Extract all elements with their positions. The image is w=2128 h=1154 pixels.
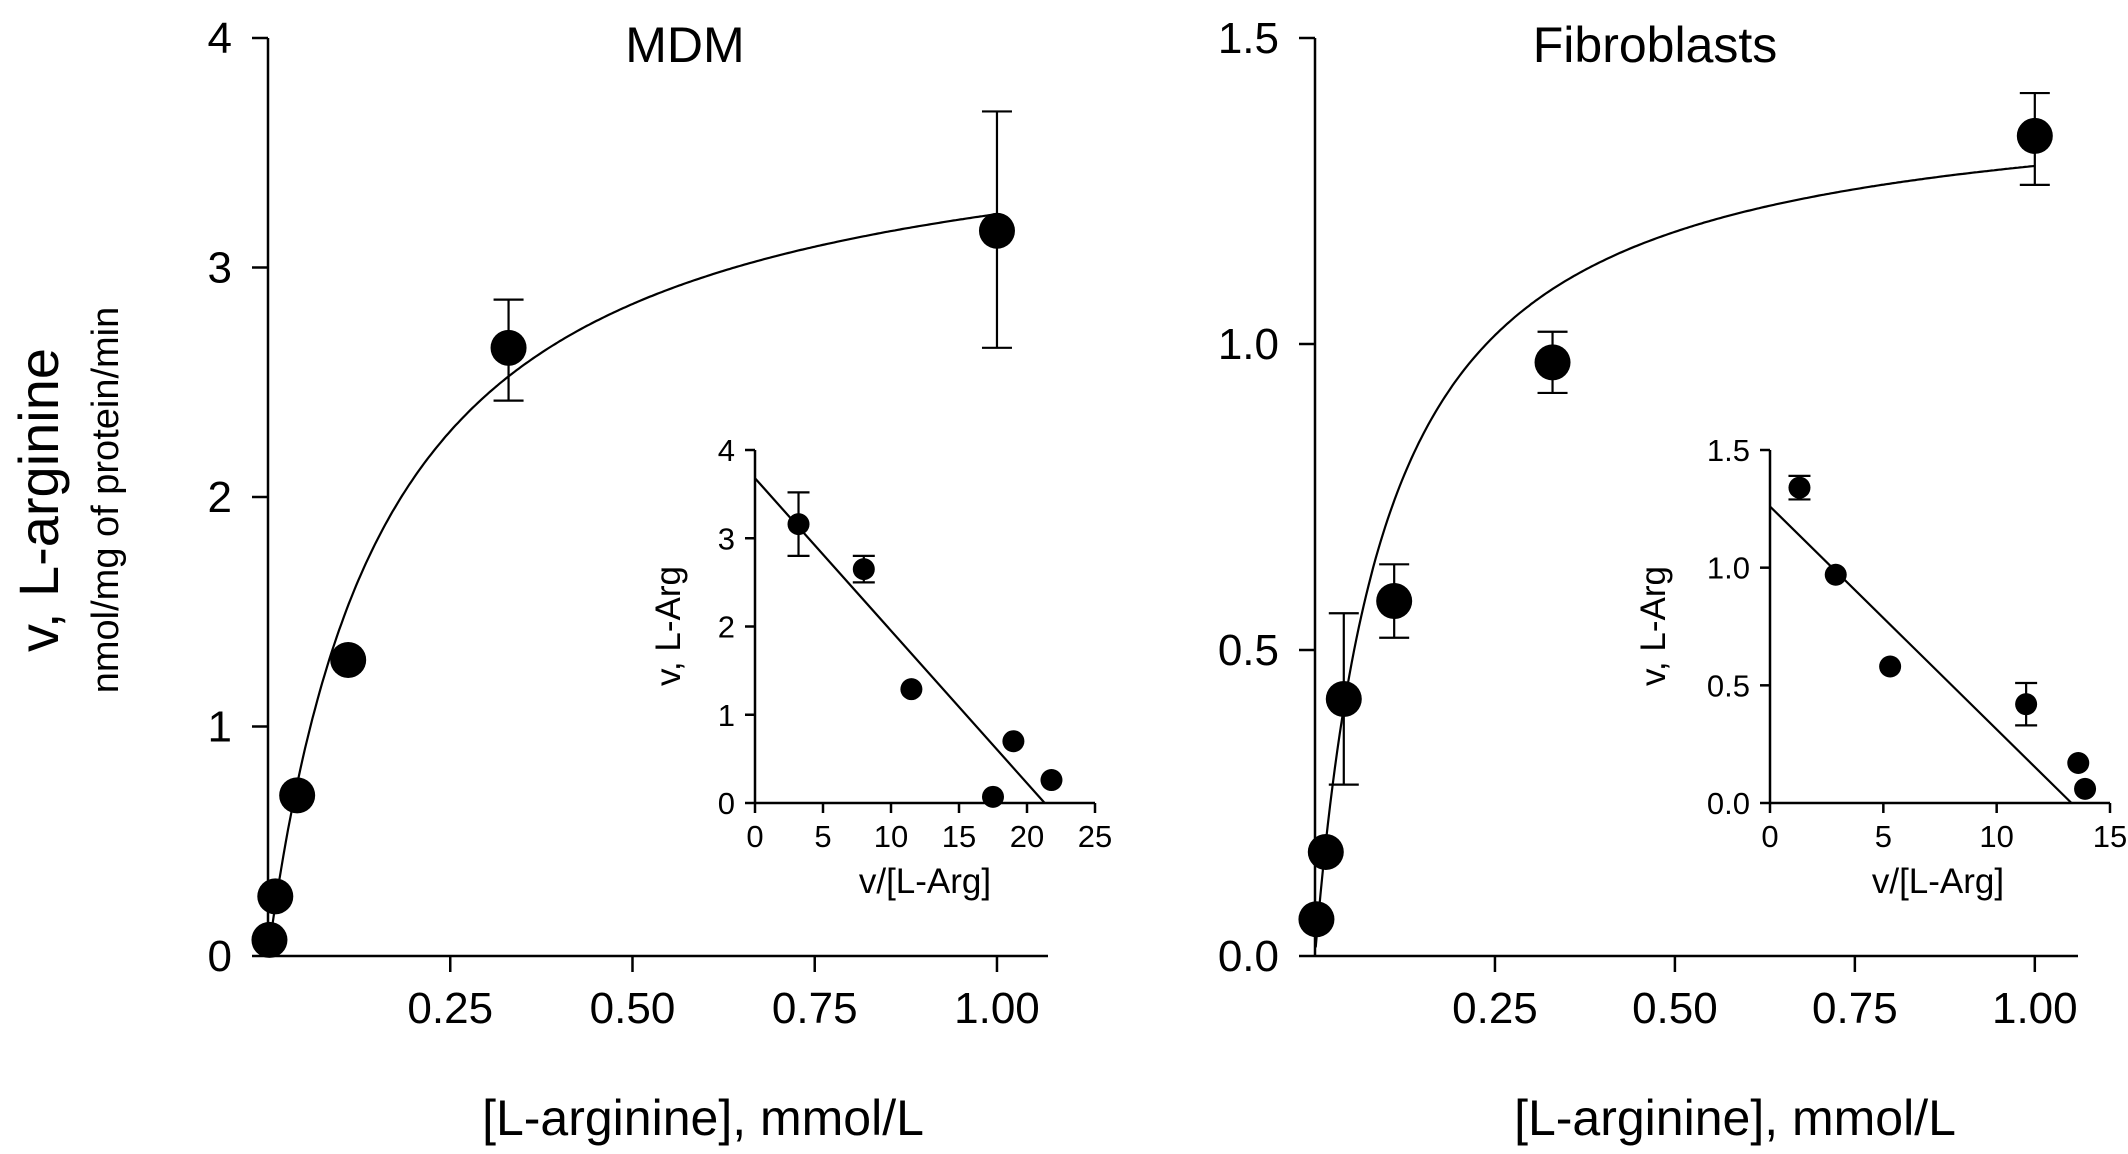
data-point: [330, 641, 367, 678]
inset-y-tick-label: 1.0: [1707, 551, 1750, 586]
y-axis-subtitle: nmol/mg of protein/min: [85, 307, 127, 694]
inset-x-tick-label: 0: [1761, 819, 1778, 854]
inset-data-point: [1040, 769, 1063, 792]
chart-title: MDM: [625, 17, 744, 73]
y-tick-label: 1.0: [1218, 320, 1279, 369]
inset-data-point: [787, 513, 810, 536]
inset-chart: 0.0 0.5 1.0 1.5 0 5 10 15 v/[L-Arg] v, L-Arg: [1634, 433, 2127, 901]
inset-y-tick-label: 1: [718, 698, 735, 733]
y-tick-label: 1: [208, 703, 232, 752]
y-tick-label: 4: [208, 14, 232, 63]
data-point: [1298, 901, 1335, 938]
y-tick-label: 0.0: [1218, 932, 1279, 981]
inset-data-point: [1879, 655, 1902, 678]
inset-y-tick-label: 4: [718, 433, 735, 468]
inset-y-tick-label: 0.0: [1707, 786, 1750, 821]
inset-y-tick-label: 0: [718, 786, 735, 821]
inset-data-point: [2015, 693, 2038, 716]
x-tick-label: 1.00: [954, 984, 1040, 1033]
inset-y-tick-label: 0.5: [1707, 668, 1750, 703]
y-axis-title: v, L-arginine: [7, 348, 70, 652]
inset-data-point: [900, 678, 923, 701]
y-tick-label: 1.5: [1218, 14, 1279, 63]
inset-y-tick-label: 1.5: [1707, 433, 1750, 468]
y-tick-label: 0: [208, 932, 232, 981]
inset-data-point: [2067, 751, 2090, 774]
inset-x-tick-label: 5: [1875, 819, 1892, 854]
x-tick-label: 0.50: [1632, 984, 1718, 1033]
inset-x-tick-label: 10: [874, 819, 908, 854]
inset-y-axis-label: v, L-Arg: [1634, 566, 1673, 686]
inset-x-axis-label: v/[L-Arg]: [859, 862, 991, 901]
inset-data-point: [2074, 777, 2097, 800]
y-tick-label: 0.5: [1218, 626, 1279, 675]
x-tick-label: 0.75: [1812, 984, 1898, 1033]
inset-x-tick-label: 15: [2093, 819, 2127, 854]
inset-x-tick-label: 20: [1010, 819, 1044, 854]
data-point: [251, 921, 288, 958]
inset-fit-line: [1769, 505, 2073, 804]
inset-y-axis-label: v, L-Arg: [649, 566, 688, 686]
inset-x-tick-label: 15: [942, 819, 976, 854]
x-tick-label: 0.75: [772, 984, 858, 1033]
data-point: [1307, 833, 1344, 870]
x-tick-label: 0.25: [1452, 984, 1538, 1033]
y-tick-label: 2: [208, 473, 232, 522]
fit-curve: [1314, 164, 2035, 948]
data-point: [279, 777, 316, 814]
fit-curve: [267, 213, 998, 951]
x-tick-label: 0.25: [407, 984, 493, 1033]
data-point: [1534, 344, 1571, 381]
data-point: [490, 329, 527, 366]
inset-data-point: [1788, 476, 1811, 499]
inset-x-tick-label: 0: [746, 819, 763, 854]
inset-data-point: [852, 558, 875, 581]
mdm-panel: 0 1 2 3 4 0.25 0.50 0.75 1.00 MDM [L-arginine], mm…: [208, 14, 1113, 1146]
inset-chart: 0 1 2 3 4 0 5 10 15 20 25 v/[L-Arg] v, L-Arg: [649, 433, 1112, 901]
inset-data-point: [982, 785, 1004, 808]
data-point: [1325, 680, 1362, 717]
fibroblasts-panel: 0.00.51.01.50.25 0.50 0.75 1.00Fibroblasts[…: [1218, 14, 2127, 1146]
inset-x-tick-label: 10: [1979, 819, 2013, 854]
inset-data-point: [1002, 730, 1025, 753]
inset-data-point: [1824, 563, 1847, 586]
chart-title: Fibroblasts: [1533, 17, 1778, 73]
x-axis-label: [L-arginine], mmol/L: [482, 1090, 924, 1146]
inset-x-tick-label: 25: [1078, 819, 1112, 854]
data-point: [257, 878, 294, 915]
x-tick-label: 0.50: [590, 984, 676, 1033]
x-tick-label: 1.00: [1992, 984, 2078, 1033]
inset-x-axis-label: v/[L-Arg]: [1872, 862, 2004, 901]
inset-x-tick-label: 5: [814, 819, 831, 854]
y-tick-label: 3: [208, 244, 232, 293]
data-point: [978, 212, 1015, 249]
data-point: [1376, 583, 1413, 620]
data-point: [2016, 117, 2053, 154]
inset-y-tick-label: 2: [718, 610, 735, 645]
inset-y-tick-label: 3: [718, 521, 735, 556]
x-axis-label: [L-arginine], mmol/L: [1514, 1090, 1956, 1146]
